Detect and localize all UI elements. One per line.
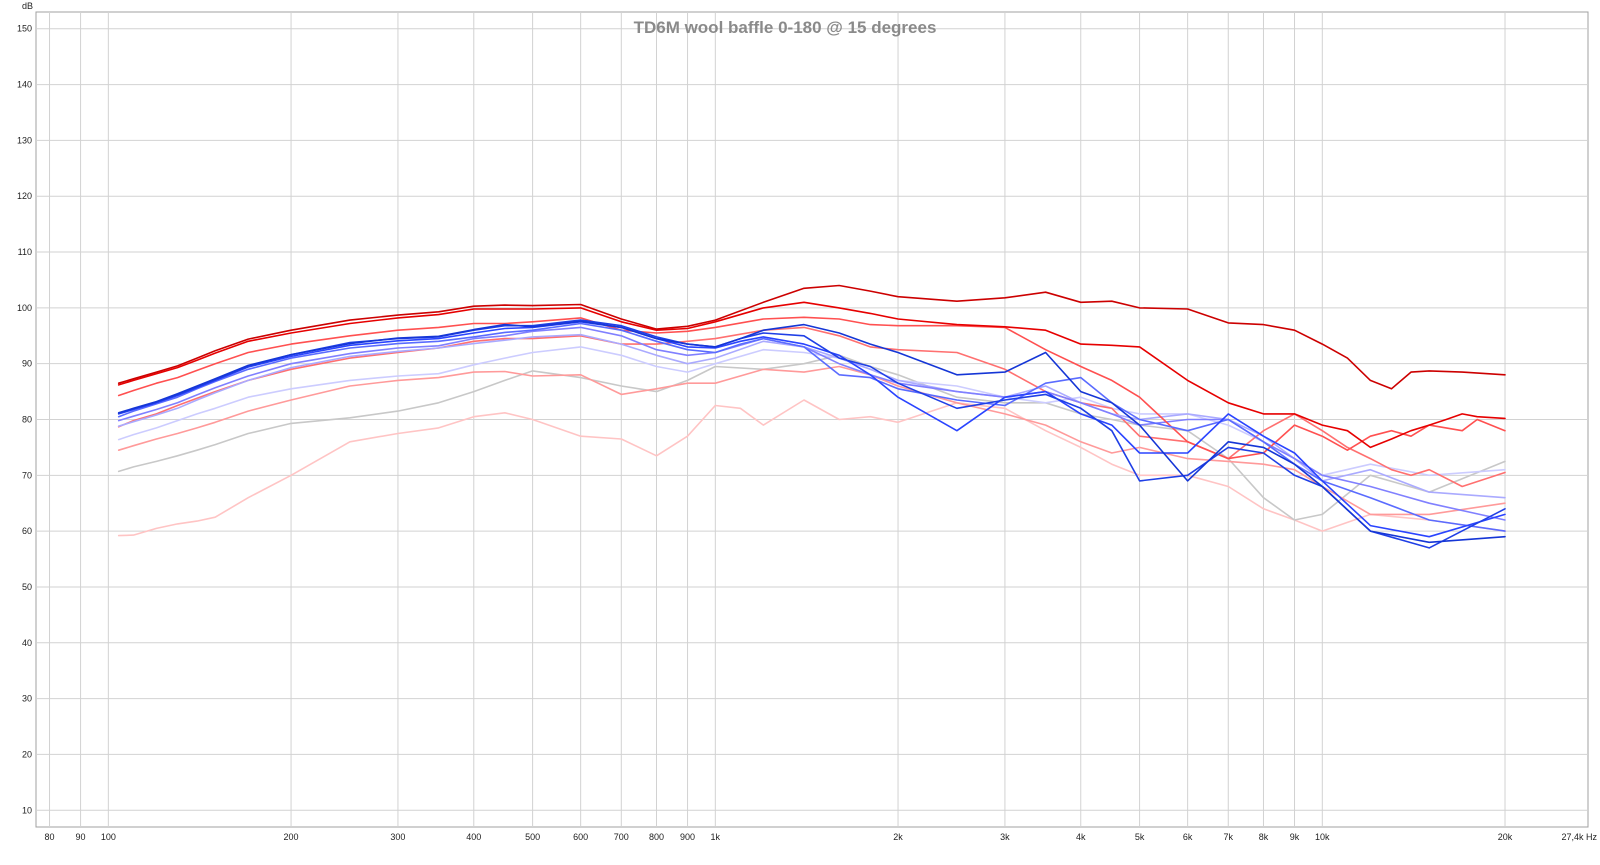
x-tick-label: 800 xyxy=(649,832,664,842)
x-tick-label: 4k xyxy=(1076,832,1086,842)
x-tick-label: 1k xyxy=(711,832,721,842)
y-tick-label: 70 xyxy=(22,470,32,480)
series-line-3 xyxy=(117,365,1506,516)
y-tick-label: 140 xyxy=(17,80,32,90)
series-line-12 xyxy=(117,320,1506,544)
series-line-9 xyxy=(117,322,1506,532)
x-tick-label: 200 xyxy=(284,832,299,842)
series-line-4 xyxy=(117,346,1506,477)
x-tick-label: 27,4k Hz xyxy=(1561,832,1597,842)
y-tick-label: 100 xyxy=(17,303,32,313)
x-tick-label: 9k xyxy=(1290,832,1300,842)
y-tick-label: 120 xyxy=(17,191,32,201)
series-group xyxy=(117,284,1506,549)
x-tick-label: 100 xyxy=(101,832,116,842)
series-line-6 xyxy=(117,333,1506,499)
x-tick-label: 2k xyxy=(893,832,903,842)
y-tick-label: 40 xyxy=(22,638,32,648)
x-tick-label: 400 xyxy=(466,832,481,842)
y-tick-label: 10 xyxy=(22,805,32,815)
x-tick-label: 8k xyxy=(1259,832,1269,842)
x-tick-labels: 80 90 100 200 300 400 500 600 700 800 900 1k 2k 3k 4k 5… xyxy=(45,832,1598,842)
x-tick-label: 90 xyxy=(76,832,86,842)
y-tick-label: 30 xyxy=(22,694,32,704)
y-tick-label: 90 xyxy=(22,359,32,369)
series-line-2 xyxy=(117,354,1506,521)
x-tick-label: 300 xyxy=(390,832,405,842)
x-tick-label: 10k xyxy=(1315,832,1330,842)
y-tick-label: 50 xyxy=(22,582,32,592)
chart-title: TD6M wool baffle 0-180 @ 15 degrees xyxy=(634,18,937,37)
y-tick-labels: 10 20 30 40 50 60 70 80 90 100 110 120 130 140 150 xyxy=(17,24,32,816)
series-line-8 xyxy=(117,316,1506,460)
x-tick-label: 7k xyxy=(1224,832,1234,842)
x-tick-label: 6k xyxy=(1183,832,1193,842)
series-line-1 xyxy=(117,399,1506,537)
y-tick-label: 130 xyxy=(17,135,32,145)
x-tick-label: 80 xyxy=(45,832,55,842)
y-tick-label: 60 xyxy=(22,526,32,536)
y-tick-label: 150 xyxy=(17,24,32,34)
y-tick-label: 80 xyxy=(22,415,32,425)
series-line-13 xyxy=(117,301,1506,449)
y-axis-label: dB xyxy=(22,1,33,11)
series-line-14 xyxy=(117,284,1506,390)
y-tick-label: 20 xyxy=(22,749,32,759)
series-line-5 xyxy=(117,326,1506,488)
y-tick-label: 110 xyxy=(18,247,32,257)
x-tick-label: 600 xyxy=(573,832,588,842)
x-tick-label: 500 xyxy=(525,832,540,842)
x-tick-label: 3k xyxy=(1000,832,1010,842)
x-tick-label: 20k xyxy=(1498,832,1513,842)
x-tick-label: 900 xyxy=(680,832,695,842)
series-line-10 xyxy=(117,320,1506,538)
x-tick-label: 700 xyxy=(614,832,629,842)
x-tick-label: 5k xyxy=(1135,832,1145,842)
